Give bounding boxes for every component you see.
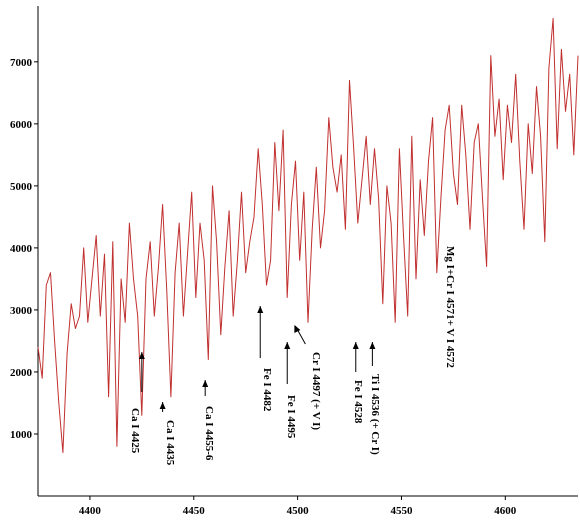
y-tick-label: 6000 (10, 119, 33, 131)
annotation-label: Ca I 4425 (129, 408, 141, 454)
spectrum-series-line (37, 17, 579, 454)
series-group (37, 17, 579, 454)
annotation-arrow-head (138, 352, 145, 359)
annotation-arrow-head (257, 306, 264, 313)
annotation-arrow-head (369, 342, 376, 349)
annotation-label: Fe I 4495 (285, 395, 297, 439)
annotation-label: Fe I 4482 (261, 368, 273, 412)
y-tick-label: 7000 (10, 57, 33, 69)
y-tick-label: 2000 (10, 367, 33, 379)
annotation-label: Ca I 4435 (164, 420, 176, 466)
annotation-arrow-head (159, 402, 166, 409)
x-tick-label: 4400 (79, 505, 102, 517)
annotation-group: Ca I 4425 Ca I 4435 Ca I 4455-6 Fe I 4482 Fe… (129, 246, 456, 466)
annotation-arrow-head (202, 380, 209, 387)
annotation-arrow-head (352, 342, 359, 349)
y-tick-label: 1000 (10, 429, 33, 441)
annotation-arrow-head (294, 325, 301, 333)
y-tick-label: 3000 (10, 305, 33, 317)
annotation-label: Ti I 4536 (+ Cr I) (369, 374, 381, 455)
annotation-label: Mg I+Cr I 4571+ V I 4572 (444, 246, 456, 368)
y-tick-label: 5000 (10, 181, 33, 193)
x-tick-label: 4600 (494, 505, 517, 517)
annotation-label: Fe I 4528 (352, 380, 364, 424)
annotation-label: Ca I 4455-6 (203, 406, 215, 461)
x-tick-label: 4500 (287, 505, 310, 517)
x-tick-label: 4550 (390, 505, 413, 517)
annotation-arrow-head (284, 342, 291, 349)
x-tick-label: 4450 (183, 505, 206, 517)
annotation-label: Cr I 4497 (+ V I) (310, 352, 322, 430)
tick-group: 4400 4450 4500 4550 4600 1000 2000 3000 4000 5000… (10, 57, 517, 517)
y-tick-label: 4000 (10, 243, 33, 255)
